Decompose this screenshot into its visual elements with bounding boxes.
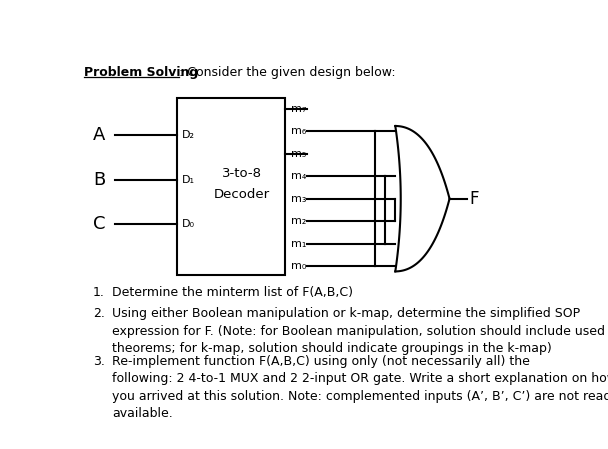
Text: A: A (93, 126, 105, 144)
Text: Re-implement function F(A,B,C) using only (not necessarily all) the
following: 2: Re-implement function F(A,B,C) using onl… (112, 355, 608, 420)
Text: m₂: m₂ (291, 216, 306, 226)
Text: m₃: m₃ (291, 194, 306, 204)
Text: m₀: m₀ (291, 261, 306, 271)
Text: B: B (93, 171, 105, 189)
Bar (177, 98, 285, 275)
Text: m₅: m₅ (291, 149, 306, 159)
Text: m₇: m₇ (291, 104, 306, 114)
Text: Decoder: Decoder (214, 188, 270, 201)
Text: 1.: 1. (93, 286, 105, 299)
Text: 3-to-8: 3-to-8 (222, 167, 262, 180)
Text: Determine the minterm list of F(A,B,C): Determine the minterm list of F(A,B,C) (112, 286, 353, 299)
Text: D₂: D₂ (181, 130, 195, 140)
Text: Problem Solving: Problem Solving (84, 66, 198, 79)
Text: C: C (93, 215, 106, 233)
Text: D₁: D₁ (181, 175, 195, 185)
Text: 2.: 2. (93, 307, 105, 320)
Text: : Consider the given design below:: : Consider the given design below: (179, 66, 396, 79)
Text: 3.: 3. (93, 355, 105, 368)
Text: D₀: D₀ (181, 219, 195, 229)
Text: Using either Boolean manipulation or k-map, determine the simplified SOP
express: Using either Boolean manipulation or k-m… (112, 307, 606, 355)
Text: m₄: m₄ (291, 171, 306, 181)
Text: m₁: m₁ (291, 238, 306, 249)
Text: m₆: m₆ (291, 126, 306, 136)
Text: F: F (469, 189, 478, 208)
